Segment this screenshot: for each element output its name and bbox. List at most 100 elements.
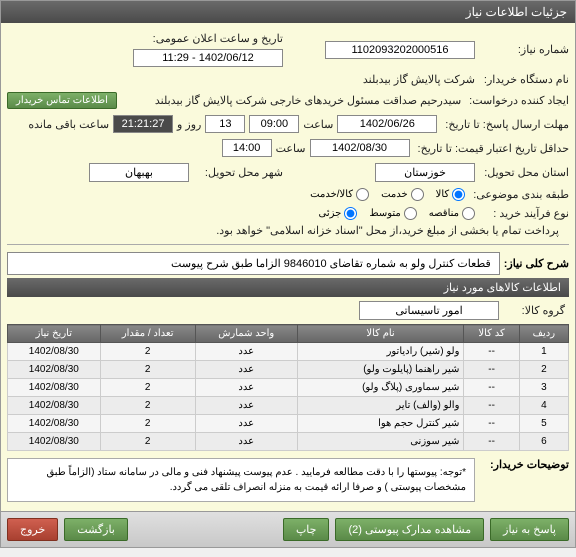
- attach-button[interactable]: مشاهده مدارک پیوستی (2): [335, 518, 484, 541]
- table-cell: --: [464, 397, 519, 415]
- cat-service-input[interactable]: [411, 188, 424, 201]
- creator-row: ایجاد کننده درخواست: سیدرحیم صداقت مسئول…: [7, 89, 569, 112]
- table-cell: عدد: [195, 361, 297, 379]
- table-cell: 1: [519, 343, 568, 361]
- need-no-value: 1102093202000516: [325, 41, 475, 59]
- cat-service-radio[interactable]: خدمت: [381, 188, 424, 201]
- table-head: ردیفکد کالانام کالاواحد شمارشتعداد / مقد…: [8, 325, 569, 343]
- category-row: طبقه بندی موضوعی: کالا خدمت کالا/خدمت: [7, 185, 569, 204]
- back-button[interactable]: بازگشت: [64, 518, 128, 541]
- title-bar: جزئیات اطلاعات نیاز: [1, 1, 575, 23]
- hour-label-1: ساعت: [303, 118, 333, 131]
- print-button[interactable]: چاپ: [283, 518, 330, 541]
- table-cell: 4: [519, 397, 568, 415]
- table-header-cell: ردیف: [519, 325, 568, 343]
- group-label: گروه کالا:: [505, 304, 565, 317]
- buyer-label: نام دستگاه خریدار:: [479, 73, 569, 86]
- table-cell: 1402/08/30: [8, 379, 101, 397]
- table-header-cell: تعداد / مقدار: [100, 325, 195, 343]
- table-cell: --: [464, 415, 519, 433]
- table-row[interactable]: 4--والو (والف) تایرعدد21402/08/30: [8, 397, 569, 415]
- cat-kala-label: کالا: [436, 189, 450, 200]
- table-cell: 1402/08/30: [8, 361, 101, 379]
- proc-medium-radio[interactable]: متوسط: [369, 207, 416, 220]
- cat-kala-radio[interactable]: کالا: [436, 188, 466, 201]
- items-table: ردیفکد کالانام کالاواحد شمارشتعداد / مقد…: [7, 324, 569, 451]
- table-cell: عدد: [195, 415, 297, 433]
- remain-label: ساعت باقی مانده: [28, 118, 109, 131]
- table-row[interactable]: 3--شیر سماوری (پلاگ ولو)عدد21402/08/30: [8, 379, 569, 397]
- city-label: شهر محل تحویل:: [193, 166, 283, 179]
- content-area: شماره نیاز: 1102093202000516 تاریخ و ساع…: [1, 23, 575, 511]
- proc-small-label: جزئی: [319, 208, 342, 219]
- remain-time: 21:21:27: [113, 115, 173, 133]
- table-row[interactable]: 1--ولو (شیر) رادیاتورعدد21402/08/30: [8, 343, 569, 361]
- table-row[interactable]: 5--شیر کنترل حجم هواعدد21402/08/30: [8, 415, 569, 433]
- cat-service-label: خدمت: [381, 189, 408, 200]
- table-cell: 1402/08/30: [8, 433, 101, 451]
- category-radios: کالا خدمت کالا/خدمت: [310, 188, 465, 201]
- cat-kalaservice-label: کالا/خدمت: [310, 189, 353, 200]
- table-cell: 6: [519, 433, 568, 451]
- reply-button[interactable]: پاسخ به نیاز: [490, 518, 569, 541]
- table-cell: 5: [519, 415, 568, 433]
- table-cell: 3: [519, 379, 568, 397]
- table-cell: عدد: [195, 343, 297, 361]
- table-cell: 2: [100, 361, 195, 379]
- desc-label: شرح کلی نیاز:: [504, 253, 569, 274]
- city-value: بهبهان: [89, 163, 189, 182]
- creator-value: سیدرحیم صداقت مسئول خریدهای خارجی شرکت پ…: [121, 94, 461, 107]
- proc-tender-radio[interactable]: مناقصه: [429, 207, 475, 220]
- validity-label: حداقل تاریخ اعتبار قیمت: تا تاریخ:: [414, 142, 569, 155]
- table-row[interactable]: 6--شیر سوزنیعدد21402/08/30: [8, 433, 569, 451]
- cat-kala-input[interactable]: [452, 188, 465, 201]
- validity-row: حداقل تاریخ اعتبار قیمت: تا تاریخ: 1402/…: [7, 136, 569, 160]
- proc-small-radio[interactable]: جزئی: [319, 207, 358, 220]
- province-label: استان محل تحویل:: [479, 166, 569, 179]
- proc-tender-input[interactable]: [462, 207, 475, 220]
- table-cell: 2: [100, 433, 195, 451]
- buyer-value: شرکت پالایش گاز بیدبلند: [363, 73, 475, 86]
- proc-small-input[interactable]: [344, 207, 357, 220]
- note-row: توضیحات خریدار: *توجه: پیوستها را با دقت…: [7, 451, 569, 505]
- contact-button[interactable]: اطلاعات تماس خریدار: [7, 92, 117, 109]
- category-label: طبقه بندی موضوعی:: [469, 188, 569, 201]
- cat-kalaservice-radio[interactable]: کالا/خدمت: [310, 188, 369, 201]
- table-cell: 2: [519, 361, 568, 379]
- process-radios: مناقصه متوسط جزئی: [319, 207, 475, 220]
- hour-label-2: ساعت: [276, 142, 306, 155]
- table-header-cell: تاریخ نیاز: [8, 325, 101, 343]
- pub-date-label: تاریخ و ساعت اعلان عمومی:: [143, 32, 283, 45]
- window: جزئیات اطلاعات نیاز شماره نیاز: 11020932…: [0, 0, 576, 548]
- deadline-date: 1402/06/26: [337, 115, 437, 133]
- validity-date: 1402/08/30: [310, 139, 410, 157]
- exit-button[interactable]: خروج: [7, 518, 58, 541]
- table-cell: عدد: [195, 397, 297, 415]
- table-cell: عدد: [195, 379, 297, 397]
- footer-spacer: [134, 518, 277, 541]
- table-header-row: ردیفکد کالانام کالاواحد شمارشتعداد / مقد…: [8, 325, 569, 343]
- table-cell: شیر راهنما (پایلوت ولو): [297, 361, 464, 379]
- table-cell: ولو (شیر) رادیاتور: [297, 343, 464, 361]
- note-label: توضیحات خریدار:: [479, 454, 569, 475]
- proc-medium-input[interactable]: [404, 207, 417, 220]
- table-cell: عدد: [195, 433, 297, 451]
- process-row: نوع فرآیند خرید : مناقصه متوسط جزئی پردا…: [7, 204, 569, 240]
- days-value: 13: [205, 115, 245, 133]
- table-cell: 1402/08/30: [8, 397, 101, 415]
- pub-date-value: 1402/06/12 - 11:29: [133, 49, 283, 67]
- table-header-cell: واحد شمارش: [195, 325, 297, 343]
- table-header-cell: کد کالا: [464, 325, 519, 343]
- table-cell: --: [464, 433, 519, 451]
- desc-text: قطعات کنترل ولو به شماره تقاضای 9846010 …: [7, 252, 500, 275]
- table-body: 1--ولو (شیر) رادیاتورعدد21402/08/302--شی…: [8, 343, 569, 451]
- table-cell: --: [464, 379, 519, 397]
- desc-row: شرح کلی نیاز: قطعات کنترل ولو به شماره ت…: [7, 249, 569, 278]
- table-cell: 2: [100, 379, 195, 397]
- table-cell: شیر سماوری (پلاگ ولو): [297, 379, 464, 397]
- province-value: خوزستان: [375, 163, 475, 182]
- cat-kalaservice-input[interactable]: [356, 188, 369, 201]
- validity-hour: 14:00: [222, 139, 272, 157]
- table-cell: --: [464, 361, 519, 379]
- table-row[interactable]: 2--شیر راهنما (پایلوت ولو)عدد21402/08/30: [8, 361, 569, 379]
